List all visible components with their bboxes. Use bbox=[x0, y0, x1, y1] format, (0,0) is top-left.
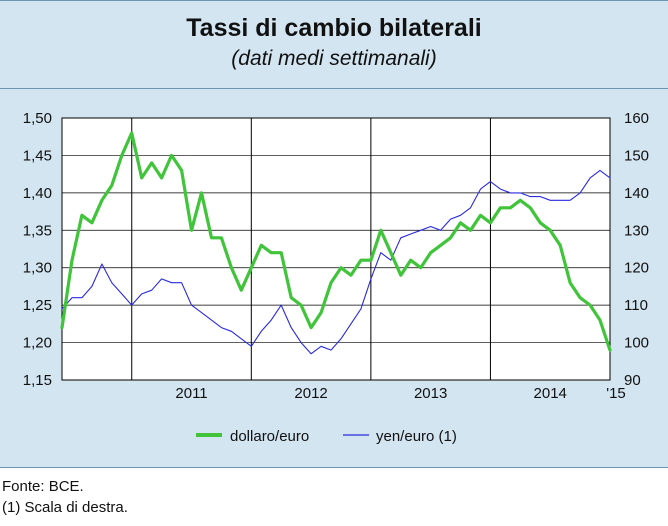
x-tick-label: 2011 bbox=[175, 385, 207, 402]
series-line-yen bbox=[61, 169, 611, 355]
legend: dollaro/euro yen/euro (1) bbox=[196, 428, 457, 445]
plot-background bbox=[61, 117, 611, 381]
chart-subtitle: (dati medi settimanali) bbox=[231, 47, 437, 70]
left-tick-label: 1,25 bbox=[23, 297, 52, 314]
chart-area: 1,501,451,401,351,301,251,201,15 1601501… bbox=[23, 110, 649, 445]
x-tick-label: 2014 bbox=[534, 385, 567, 402]
left-tick-label: 1,15 bbox=[23, 372, 52, 389]
right-tick-label: 100 bbox=[624, 335, 649, 352]
left-axis: 1,50 1,45 1,40 1,35 1,30 1,25 1,20 1,15 bbox=[23, 110, 52, 389]
left-tick-label: 1,45 bbox=[23, 147, 52, 164]
left-tick-label: 1,40 bbox=[23, 185, 52, 202]
right-tick-label: 150 bbox=[624, 147, 649, 164]
right-tick-label: 90 bbox=[624, 372, 641, 389]
chart-title: Tassi di cambio bilaterali bbox=[186, 14, 482, 42]
series-line-dollar bbox=[60, 131, 612, 352]
right-tick-label: 140 bbox=[624, 185, 649, 202]
legend-label-yen: yen/euro (1) bbox=[376, 428, 457, 445]
x-tick-label: '15 bbox=[606, 385, 626, 402]
series-layer bbox=[60, 131, 612, 355]
year-dividers bbox=[131, 118, 611, 380]
x-tick-label: 2012 bbox=[294, 385, 327, 402]
legend-label-dollar: dollaro/euro bbox=[230, 428, 309, 445]
title-separator bbox=[0, 88, 668, 89]
x-axis: 2011 2012 2013 2014 '15 bbox=[175, 385, 625, 402]
left-tick-label: 1,20 bbox=[23, 335, 52, 352]
left-tick-label: 1,35 bbox=[23, 222, 52, 239]
left-tick-label: 1,50 bbox=[23, 110, 52, 127]
source-note: Fonte: BCE. bbox=[2, 478, 84, 495]
right-tick-label: 110 bbox=[624, 297, 648, 314]
notes: Fonte: BCE. (1) Scala di destra. bbox=[2, 476, 128, 518]
right-tick-label: 160 bbox=[624, 110, 649, 127]
footnote: (1) Scala di destra. bbox=[2, 499, 128, 516]
right-tick-label: 130 bbox=[624, 222, 649, 239]
right-tick-label: 120 bbox=[624, 260, 649, 277]
x-tick-label: 2013 bbox=[414, 385, 447, 402]
grid-lines bbox=[62, 155, 610, 343]
right-axis: 160 150 140 130 120 110 100 90 bbox=[624, 110, 649, 389]
left-tick-label: 1,30 bbox=[23, 260, 52, 277]
